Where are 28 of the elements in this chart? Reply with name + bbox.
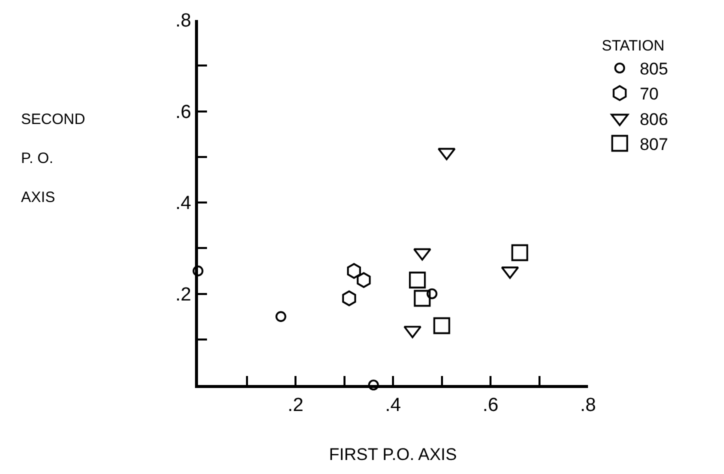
point [356,272,371,288]
legend-label: 805 [640,60,668,79]
point [275,311,286,322]
x-tick-label: .2 [288,394,304,416]
x-tick-label: .8 [580,394,596,416]
legend-label: 807 [640,134,668,154]
text: SECOND P. O. AXIS [21,111,86,206]
y-tick-label: .4 [175,193,192,214]
point [413,248,432,261]
point [433,317,450,334]
point [408,272,426,288]
point [192,266,204,276]
x-tick-label: .4 [385,394,402,416]
point [347,263,361,279]
legend-label: 806 [640,110,668,129]
point [414,290,431,307]
x-tick-label: .6 [482,394,498,416]
point [426,288,438,300]
point [342,290,356,306]
legend-title: STATION [602,37,664,54]
y-tick-label: .6 [175,102,192,123]
y-tick-label: .2 [175,284,192,306]
point [368,380,379,390]
legend-label: 70 [640,84,659,104]
y-tick-label: .8 [175,10,192,32]
point [438,148,456,160]
x-axis-title: FIRST P.O. AXIS [329,445,457,464]
point [511,244,528,262]
